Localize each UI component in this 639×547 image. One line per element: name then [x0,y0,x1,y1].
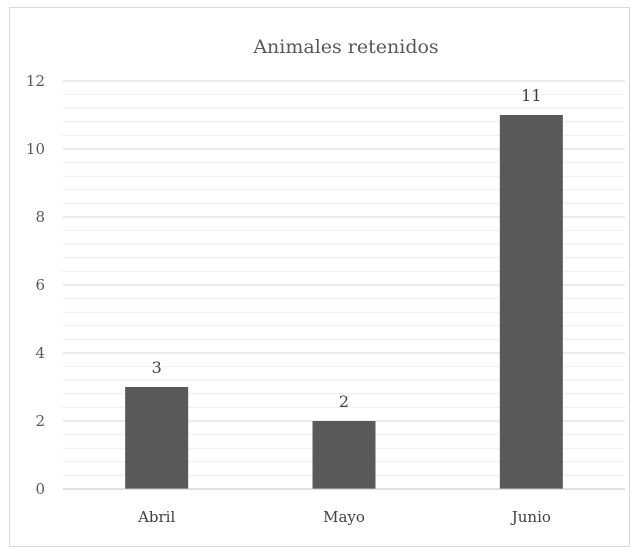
bar-abril [125,387,189,489]
x-category-label: Junio [510,508,551,526]
y-tick-label: 2 [35,412,45,430]
data-label-junio: 11 [521,86,541,105]
y-axis-ticks: 0 2 4 6 8 10 12 [26,72,45,498]
bar-chart: Animales retenidos 0 2 4 6 8 10 12 3 2 11 Abril M… [26,36,625,526]
y-tick-label: 6 [35,276,45,294]
bar-junio [499,115,563,489]
data-label-mayo: 2 [339,392,349,411]
bar-mayo [312,421,376,489]
x-category-label: Abril [137,508,175,526]
y-tick-label: 8 [35,208,45,226]
bars [125,115,563,489]
chart-title: Animales retenidos [252,36,438,58]
data-labels: 3 2 11 [152,86,542,411]
y-tick-label: 4 [35,344,45,362]
y-tick-label: 10 [26,140,45,158]
y-tick-label: 0 [35,480,45,498]
data-label-abril: 3 [152,358,162,377]
x-category-label: Mayo [323,508,365,526]
x-axis-categories: Abril Mayo Junio [137,508,551,526]
y-tick-label: 12 [26,72,45,90]
